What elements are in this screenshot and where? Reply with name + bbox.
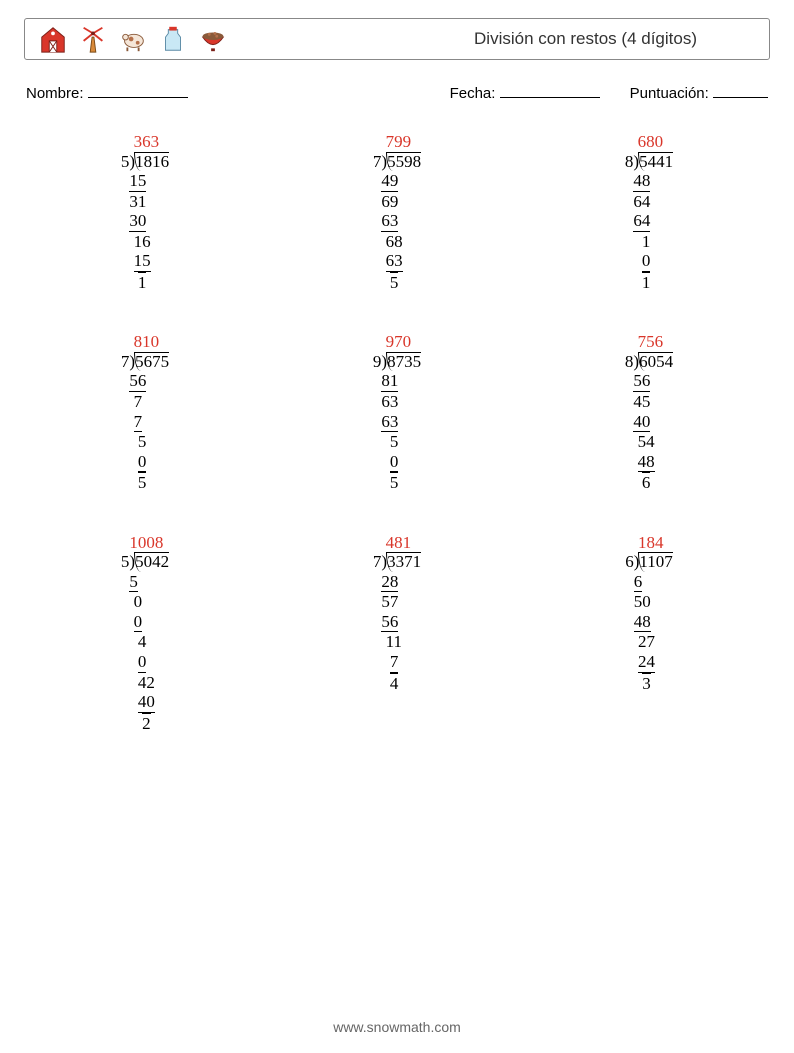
header-box: División con restos (4 dígitos) [24, 18, 770, 60]
name-label: Nombre: [26, 85, 84, 102]
score-label: Puntuación: [630, 85, 709, 102]
header-icons [37, 23, 229, 55]
division-problem: 6808)5441 48 64 64 1 0 1 [568, 132, 730, 292]
division-problem: 8107)5675 56 7 7 5 0 5 [64, 332, 226, 492]
page-title: División con restos (4 dígitos) [474, 29, 697, 49]
name-field: Nombre: [26, 82, 188, 102]
info-row: Nombre: Fecha: Puntuación: [26, 82, 768, 102]
date-field: Fecha: [450, 82, 600, 102]
barn-icon [37, 23, 69, 55]
division-problem: 10085)5042 5 0 0 4 0 42 40 2 [64, 533, 226, 733]
score-field: Puntuación: [630, 82, 768, 102]
division-problem: 1846)1107 6 50 48 27 24 3 [568, 533, 730, 733]
milk-jug-icon [157, 23, 189, 55]
division-problem: 9709)8735 81 63 63 5 0 5 [316, 332, 478, 492]
footer-text: www.snowmath.com [0, 1019, 794, 1035]
bowl-icon [197, 23, 229, 55]
date-label: Fecha: [450, 85, 496, 102]
windmill-icon [77, 23, 109, 55]
cow-icon [117, 23, 149, 55]
division-problem: 7997)5598 49 69 63 68 63 5 [316, 132, 478, 292]
division-problem: 4817)3371 28 57 56 11 7 4 [316, 533, 478, 733]
division-problem: 3635)1816 15 31 30 16 15 1 [64, 132, 226, 292]
problem-grid: 3635)1816 15 31 30 16 15 1 7997)5598 49 … [24, 132, 770, 733]
division-problem: 7568)6054 56 45 40 54 48 6 [568, 332, 730, 492]
